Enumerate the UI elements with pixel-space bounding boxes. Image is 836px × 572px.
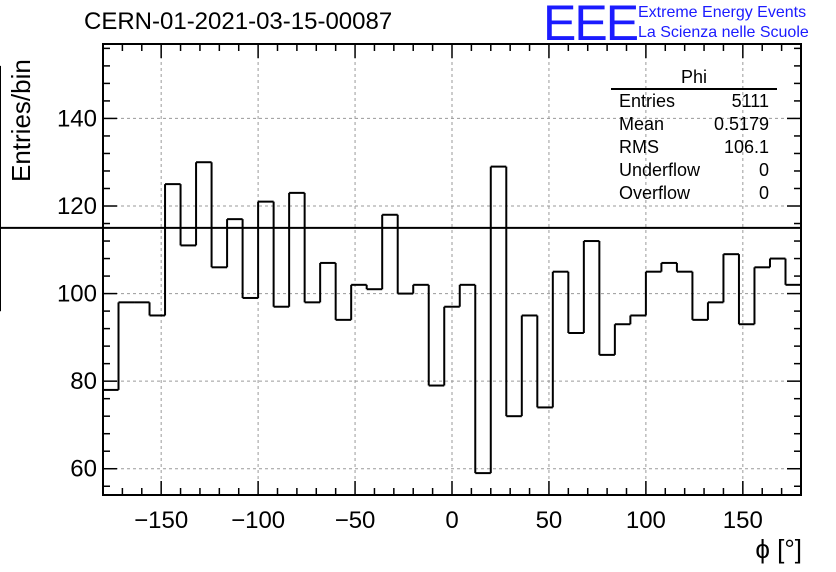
stats-row: Overflow 0 (611, 182, 777, 205)
x-tick-label: −100 (231, 507, 285, 534)
y-tick-label: 140 (57, 105, 97, 132)
stats-label: Entries (619, 91, 676, 111)
stats-value: 5111 (731, 91, 769, 111)
stats-box: Phi Entries 5111 Mean 0.5179 RMS 106.1 Unde… (611, 66, 777, 205)
grid-lines (103, 44, 801, 495)
eee-logo: EEE (543, 0, 639, 51)
stats-value: 106.1 (723, 137, 769, 157)
x-tick-label: 50 (536, 507, 563, 534)
y-axis-label: Entries/bin (6, 59, 36, 182)
y-tick-label: 60 (70, 456, 97, 483)
y-tick-label: 80 (70, 368, 97, 395)
stats-value: 0.5179 (713, 114, 769, 134)
logo-subtitle-1: Extreme Energy Events (638, 4, 807, 21)
axes (102, 43, 802, 496)
stats-row: Entries 5111 (611, 90, 777, 113)
y-tick-label: 120 (57, 193, 97, 220)
stats-row: Underflow 0 (611, 159, 777, 182)
stats-label: Underflow (619, 160, 701, 180)
x-tick-label: −50 (335, 507, 376, 534)
x-tick-label: 100 (626, 507, 666, 534)
x-axis-label: ϕ [°] (755, 534, 802, 564)
y-tick-label: 100 (57, 281, 97, 308)
x-tick-label: 0 (445, 507, 458, 534)
x-tick-label: −150 (134, 507, 188, 534)
stats-value: 0 (758, 160, 769, 180)
run-title: CERN-01-2021-03-15-00087 (84, 8, 393, 35)
stats-row: RMS 106.1 (611, 136, 777, 159)
stats-label: RMS (619, 137, 659, 157)
stats-row: Mean 0.5179 (611, 113, 777, 136)
stats-value: 0 (758, 183, 769, 203)
stats-label: Mean (619, 114, 665, 134)
stats-label: Overflow (619, 183, 691, 203)
tick-labels: −150 −100 −50 0 50 100 150 60 80 100 120 140 (57, 105, 763, 534)
histogram-bins (0, 65, 802, 475)
stats-box-title: Phi (611, 66, 777, 90)
x-tick-label: 150 (723, 507, 763, 534)
logo-subtitle-2: La Scienza nelle Scuole (638, 24, 809, 41)
